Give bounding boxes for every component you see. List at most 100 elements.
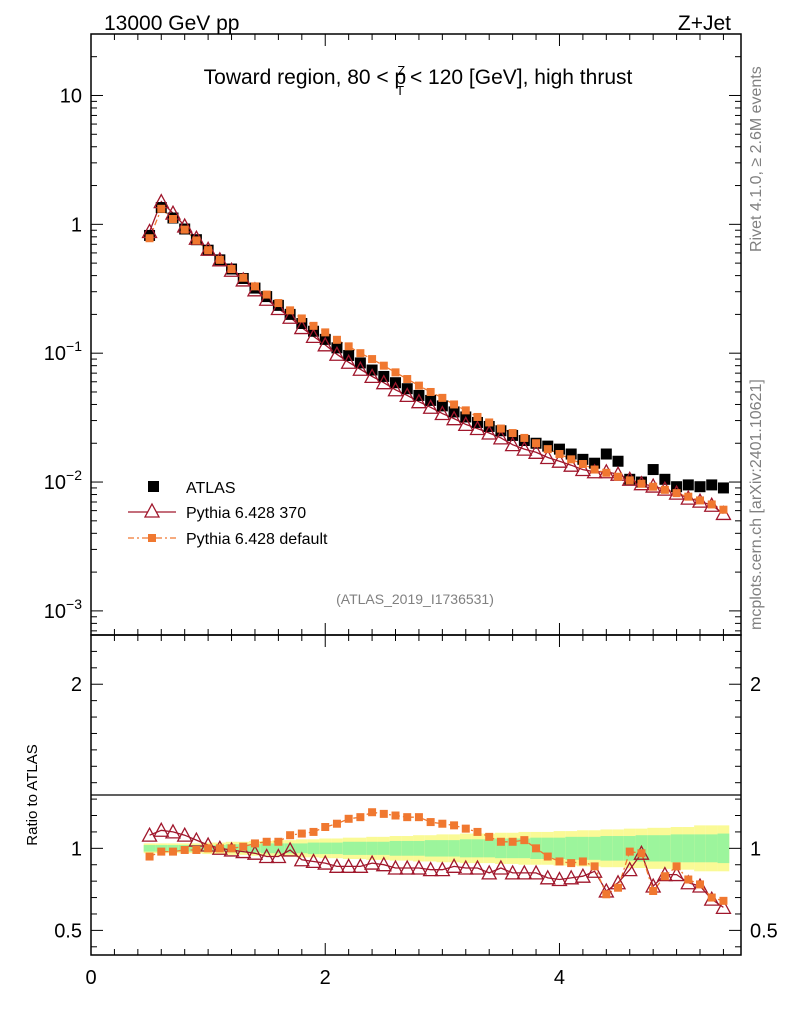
ratio-pythia-default-point <box>438 819 447 828</box>
ratio-pythia370-point <box>375 856 392 872</box>
ratio-pythia-default-point <box>180 845 189 854</box>
ratio-pythia370-point <box>563 869 580 885</box>
ratio-band-inner <box>413 840 425 856</box>
pythia-default-point <box>309 321 318 330</box>
ratio-pythia-default-point <box>637 849 646 858</box>
pythia-default-point <box>379 361 388 370</box>
main-y-tick-label: 10 <box>60 85 82 107</box>
analysis-watermark: (ATLAS_2019_I1736531) <box>336 591 494 607</box>
ratio-pythia370-point <box>481 864 498 880</box>
ratio-pythia370-point <box>539 869 556 885</box>
ratio-band-inner <box>249 844 261 853</box>
atlas-point <box>577 453 589 465</box>
ratio-band-inner <box>495 838 507 859</box>
pythia-default-point <box>157 204 166 213</box>
chart-title: Toward region, 80 < pZ T < 120 [GeV], hig… <box>204 63 633 98</box>
ratio-y-axis-label: Ratio to ATLAS <box>24 744 41 845</box>
ratio-pythia-default-point <box>414 813 423 822</box>
pythia370-point <box>305 328 322 343</box>
pythia370-point <box>352 360 369 376</box>
legend-atlas-label: ATLAS <box>186 480 236 497</box>
main-y-tick-label: 1 <box>71 214 82 236</box>
ratio-pythia-default-point <box>520 836 529 845</box>
pythia-default-point <box>684 492 693 501</box>
pythia370-point <box>457 416 474 432</box>
pythia-default-point <box>274 299 283 308</box>
ratio-band-inner <box>459 839 472 858</box>
pythia370-point <box>422 398 439 414</box>
main-y-tick-label: 10−3 <box>44 596 82 623</box>
legend: ATLAS Pythia 6.428 370 Pythia 6.428 defa… <box>128 480 328 548</box>
atlas-point <box>600 448 612 460</box>
ratio-band-inner <box>471 839 484 858</box>
ratio-pythia370-point <box>153 821 170 837</box>
ratio-pythia370-point <box>586 862 603 878</box>
ratio-band-inner <box>565 836 578 860</box>
pythia-default-point <box>590 465 599 474</box>
ratio-pythia-default-point <box>403 813 412 822</box>
legend-pythia-default-marker <box>148 534 156 542</box>
x-tick-label: 4 <box>554 967 565 989</box>
pythia-default-point <box>239 273 248 282</box>
ratio-pythia370-point <box>328 858 346 873</box>
atlas-point <box>308 325 320 337</box>
pythia-default-point <box>297 314 306 323</box>
pythia-default-point <box>438 393 447 402</box>
pythia-default-point <box>578 460 587 469</box>
ratio-pythia-default-point <box>614 883 623 892</box>
pythia370-point <box>258 290 275 306</box>
ratio-pythia370-point <box>235 843 252 859</box>
ratio-pythia370-point <box>516 864 533 880</box>
pythia-default-point <box>614 472 623 481</box>
ratio-y-tick-label-right: 1 <box>750 838 761 860</box>
pythia370-point <box>563 456 580 472</box>
ratio-band-inner <box>377 841 390 855</box>
atlas-point <box>565 448 577 460</box>
ratio-pythia-default-point <box>332 819 341 828</box>
ratio-pythia370-point <box>340 858 357 873</box>
ratio-band-inner <box>670 834 683 863</box>
ratio-band-inner <box>659 835 671 862</box>
ratio-pythia-default-point <box>696 880 705 889</box>
ratio-pythia-default-point <box>168 847 177 856</box>
pythia370-point <box>410 393 428 409</box>
ratio-band-inner <box>635 835 648 862</box>
ratio-pythia-default-point <box>649 887 658 895</box>
ratio-pythia370-point <box>164 823 182 839</box>
pythia-default-point <box>227 265 236 274</box>
pythia370-point <box>340 353 357 369</box>
pythia370-point <box>551 452 568 468</box>
ratio-pythia-default-point <box>321 823 330 831</box>
ratio-pythia370-point <box>317 854 334 870</box>
ratio-band-inner <box>319 842 332 855</box>
ratio-pythia-default-point <box>567 859 576 868</box>
pythia-default-point <box>286 306 295 315</box>
ratio-pythia-default-point <box>192 845 201 854</box>
ratio-pythia370-point <box>399 859 416 875</box>
pythia-default-point <box>567 455 576 464</box>
ratio-pythia370-point <box>141 826 158 842</box>
pythia370-point <box>527 443 545 459</box>
pythia-default-point <box>485 418 494 427</box>
ratio-pythia-default-point <box>239 842 248 851</box>
pythia-default-point <box>707 500 716 509</box>
ratio-pythia-default-point <box>508 837 517 846</box>
pythia370-point <box>282 308 299 324</box>
ratio-y-tick-label-right: 2 <box>750 674 761 696</box>
ratio-pythia-default-point <box>391 811 400 820</box>
ratio-pythia-default-point <box>461 824 470 833</box>
pythia-default-point <box>625 476 634 485</box>
pythia370-point <box>375 374 392 390</box>
pythia-default-point <box>403 375 412 384</box>
ratio-pythia370-point <box>621 861 638 877</box>
pythia-default-point <box>204 246 213 255</box>
ratio-pythia-default-point <box>707 893 716 902</box>
ratio-pythia-default-point <box>532 844 541 853</box>
pythia-default-point <box>426 387 435 396</box>
ratio-band-inner <box>483 839 496 858</box>
pythia370-point <box>492 429 510 445</box>
pythia-default-point <box>321 328 330 337</box>
pythia370-line <box>148 200 724 515</box>
ratio-pythia-default-point <box>450 821 459 830</box>
ratio-pythia-default-point <box>157 847 166 856</box>
